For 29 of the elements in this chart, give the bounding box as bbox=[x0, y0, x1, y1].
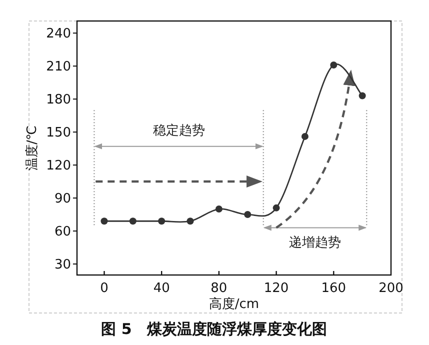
point bbox=[215, 206, 222, 213]
x-tick-label: 200 bbox=[378, 281, 404, 296]
point bbox=[100, 218, 108, 225]
point bbox=[186, 218, 194, 225]
y-tick-label: 180 bbox=[46, 92, 71, 108]
y-tick-label: 240 bbox=[46, 26, 71, 42]
x-tick-label: 80 bbox=[210, 281, 228, 296]
point bbox=[330, 61, 338, 68]
x-tick-label: 160 bbox=[321, 281, 346, 296]
x-axis-title: 高度/cm bbox=[208, 296, 260, 312]
x-tick-label: 0 bbox=[100, 281, 108, 296]
text: 图 5 煤炭温度随浮煤厚度变化图 bbox=[101, 320, 327, 338]
point bbox=[158, 218, 166, 225]
annotation: 递增趋势 bbox=[289, 236, 342, 251]
x-tick-label: 40 bbox=[153, 281, 170, 296]
point bbox=[301, 132, 308, 140]
x-tick-label: 120 bbox=[264, 281, 289, 296]
y-tick-label: 120 bbox=[46, 158, 71, 174]
y-tick-label: 90 bbox=[54, 192, 71, 207]
y-axis-title: 温度/℃ bbox=[24, 126, 40, 170]
point bbox=[244, 211, 252, 218]
y-tick-label: 30 bbox=[54, 258, 71, 273]
annotation: 稳定趋势 bbox=[152, 123, 205, 138]
y-tick-label: 60 bbox=[54, 224, 71, 240]
y-tick-label: 210 bbox=[46, 60, 71, 75]
point bbox=[272, 204, 280, 212]
point bbox=[129, 218, 136, 225]
y-tick-label: 150 bbox=[46, 126, 71, 141]
point bbox=[358, 92, 366, 100]
